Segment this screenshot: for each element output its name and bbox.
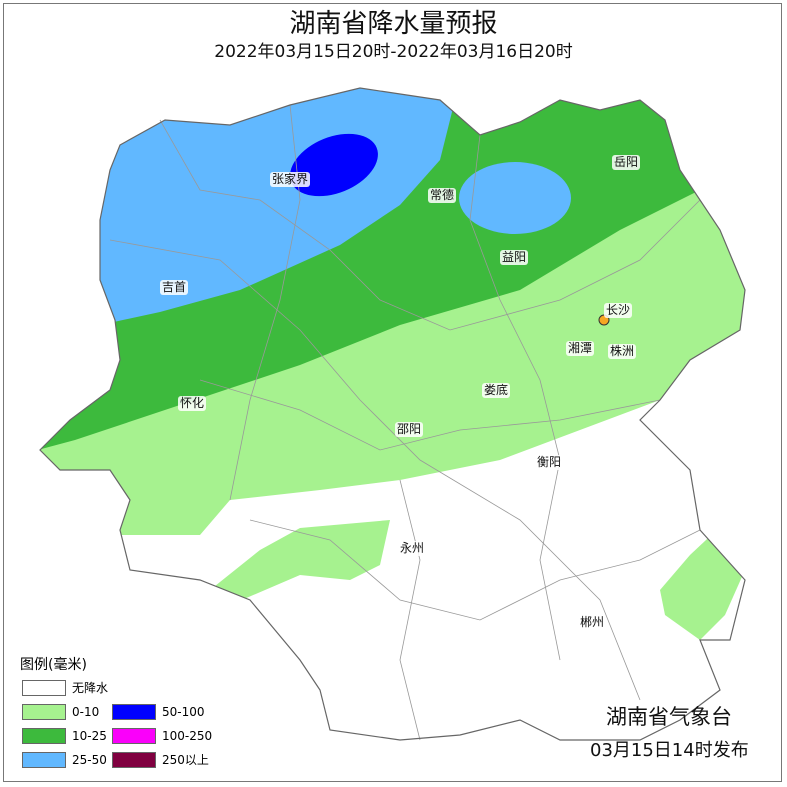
legend-swatch <box>22 704 66 720</box>
legend-swatch <box>22 680 66 696</box>
zone-0-10-south <box>210 520 390 605</box>
province-border <box>39 87 746 741</box>
legend-label: 10-25 <box>72 729 107 743</box>
issuing-organization: 湖南省气象台 <box>606 705 732 729</box>
city-label: 永州 <box>398 541 427 556</box>
city-label: 怀化 <box>178 396 207 411</box>
city-label: 张家界 <box>270 172 311 187</box>
map-title: 湖南省降水量预报 <box>289 9 498 39</box>
city-label: 株洲 <box>608 344 637 359</box>
county-borders <box>109 104 701 741</box>
legend-label: 0-10 <box>72 705 100 719</box>
city-label: 吉首 <box>160 280 189 295</box>
issue-time: 03月15日14时发布 <box>590 740 749 761</box>
legend-label: 100-250 <box>162 729 213 743</box>
city-label: 娄底 <box>482 383 511 398</box>
legend-swatch <box>112 704 156 720</box>
legend-title: 图例(毫米) <box>20 657 87 673</box>
legend-label: 25-50 <box>72 753 107 767</box>
legend-swatch <box>22 728 66 744</box>
city-label: 郴州 <box>578 615 607 630</box>
zone-25-50-east <box>459 162 571 234</box>
zone-25-50 <box>40 88 470 330</box>
city-label: 衡阳 <box>535 455 564 470</box>
city-label: 长沙 <box>604 303 633 318</box>
legend-swatch <box>112 728 156 744</box>
legend-label: 50-100 <box>162 705 205 719</box>
legend-label: 250以上 <box>162 753 209 767</box>
city-label: 岳阳 <box>612 155 641 170</box>
legend: 图例(毫米) 无降水 0-10 10-25 25-50 50-100 100-250 250… <box>20 656 270 771</box>
city-label: 邵阳 <box>395 422 424 437</box>
map-frame <box>3 3 782 782</box>
legend-swatch <box>112 752 156 768</box>
city-label: 常德 <box>428 188 457 203</box>
zone-50-100 <box>290 133 378 197</box>
legend-label: 无降水 <box>72 681 109 695</box>
legend-swatch <box>22 752 66 768</box>
map-subtitle: 2022年03月15日20时-2022年03月16日20时 <box>214 42 573 62</box>
city-label: 益阳 <box>500 250 529 265</box>
city-label: 湘潭 <box>566 341 595 356</box>
